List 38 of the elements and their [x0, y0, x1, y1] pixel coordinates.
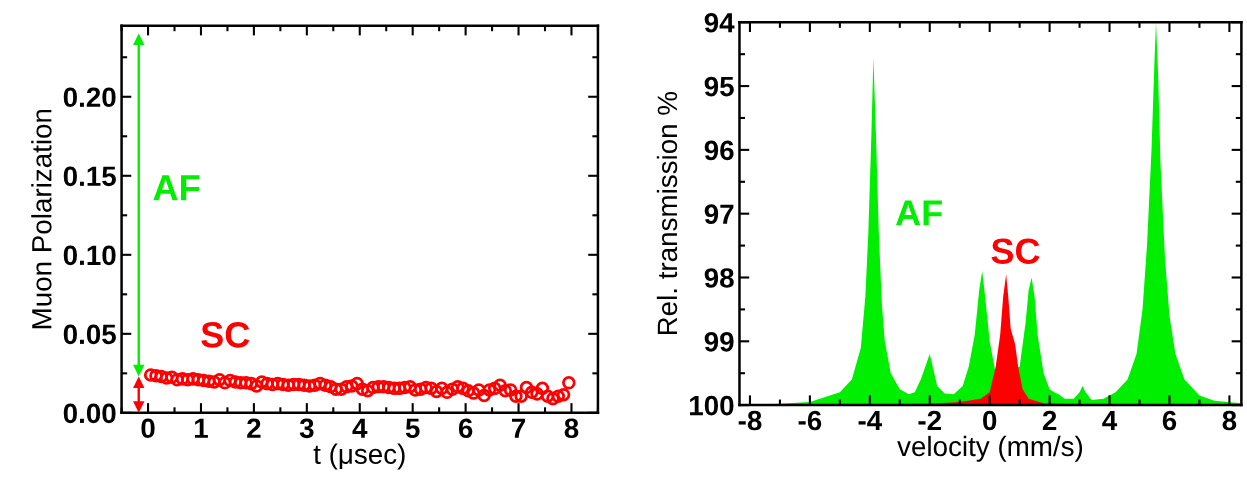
x-tick-label: 4 [1102, 410, 1118, 431]
x-tick-label: -2 [918, 410, 941, 431]
x-tick-label: 6 [458, 418, 473, 439]
x-tick-label: 8 [1222, 410, 1237, 431]
y-tick-label: 96 [704, 140, 734, 161]
y-tick-label: 97 [704, 204, 734, 225]
x-tick-label: 2 [247, 418, 261, 438]
x-tick-label: 3 [299, 418, 314, 439]
x-tick-label: 6 [1162, 410, 1177, 431]
y-tick-label: 0.20 [63, 87, 116, 108]
y-tick-label: 99 [704, 331, 734, 352]
x-tick-label: 8 [564, 418, 579, 439]
x-tick-label: -6 [798, 410, 822, 431]
annotation: SC [991, 238, 1040, 264]
annotation: SC [201, 322, 250, 348]
x-tick-label: 2 [1042, 410, 1057, 431]
x-tick-label: 7 [512, 418, 526, 438]
x-axis-title: t (μsec) [313, 443, 405, 470]
annotation: AF [895, 200, 942, 226]
x-tick-label: 1 [195, 418, 208, 438]
y-axis-title: Rel. transmission % [656, 91, 678, 335]
y-axis-title: Muon Polarization [31, 109, 52, 329]
y-tick-label: 94 [704, 12, 735, 33]
x-tick-label: 0 [983, 410, 997, 431]
y-tick-label: 95 [704, 76, 734, 97]
y-tick-label: 0.05 [63, 324, 116, 345]
y-tick-label: 98 [704, 268, 734, 288]
y-tick-label: 0.10 [63, 245, 116, 266]
x-tick-label: 5 [405, 418, 420, 439]
x-axis-title: velocity (mm/s) [897, 435, 1083, 462]
x-tick-label: -8 [738, 410, 762, 431]
y-tick-label: 0.15 [63, 166, 116, 187]
y-tick-label: 100 [690, 395, 734, 416]
x-tick-label: 4 [352, 418, 368, 438]
x-tick-label: -4 [858, 410, 883, 431]
annotation: AF [153, 175, 200, 201]
y-tick-label: 0.00 [63, 403, 116, 424]
x-tick-label: 0 [141, 418, 155, 439]
